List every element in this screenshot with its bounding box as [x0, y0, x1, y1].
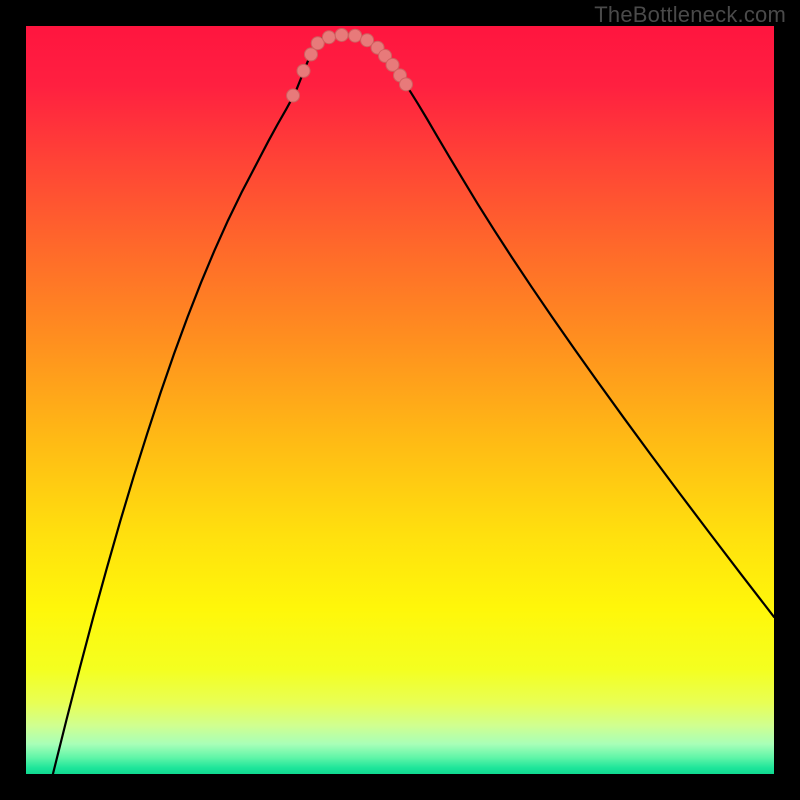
bottleneck-curve [53, 33, 774, 774]
curve-marker [349, 29, 362, 42]
curve-marker [297, 64, 310, 77]
curve-marker [304, 48, 317, 61]
chart-svg [26, 26, 774, 774]
chart-plot-area [26, 26, 774, 774]
curve-marker [335, 28, 348, 41]
chart-stage: TheBottleneck.com [0, 0, 800, 800]
watermark-text: TheBottleneck.com [594, 2, 786, 28]
marker-group [287, 28, 413, 102]
curve-marker [287, 89, 300, 102]
curve-marker [399, 78, 412, 91]
curve-marker [322, 31, 335, 44]
